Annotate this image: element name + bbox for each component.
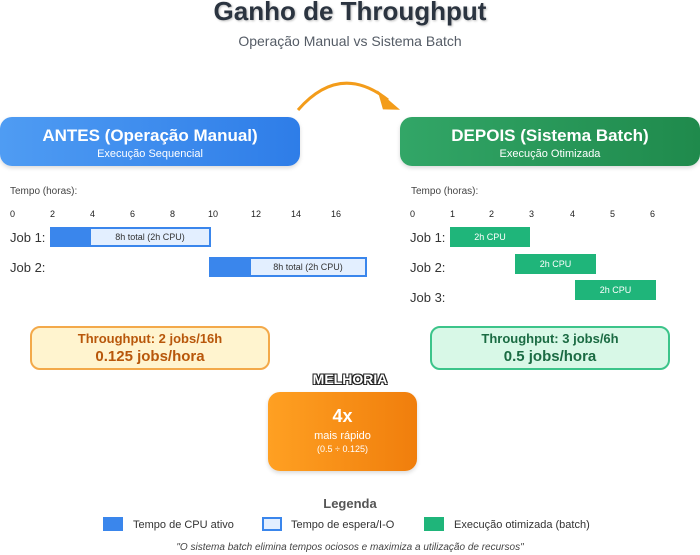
after-job2-bar: 2h CPU (515, 254, 596, 274)
after-tick: 1 (450, 209, 455, 219)
before-tick: 12 (251, 209, 261, 219)
before-tick: 16 (331, 209, 341, 219)
before-throughput-line2: 0.125 jobs/hora (32, 348, 268, 365)
after-throughput-box: Throughput: 3 jobs/6h 0.5 jobs/hora (430, 326, 670, 370)
before-job-label: Job 2: (10, 260, 45, 275)
after-job1-bar: 2h CPU (450, 227, 530, 247)
before-job-label: Job 1: (10, 230, 45, 245)
before-tick: 0 (10, 209, 15, 219)
before-tick: 10 (208, 209, 218, 219)
after-job-label: Job 2: (410, 260, 445, 275)
after-subtitle: Execução Otimizada (400, 148, 700, 160)
legend-cpu-label: Tempo de CPU ativo (133, 519, 234, 531)
legend-title: Legenda (0, 496, 700, 511)
after-title: DEPOIS (Sistema Batch) (400, 126, 700, 146)
after-tick: 6 (650, 209, 655, 219)
legend-batch-swatch (424, 517, 444, 531)
after-job3-bar: 2h CPU (575, 280, 656, 300)
before-throughput-line1: Throughput: 2 jobs/16h (32, 331, 268, 346)
footer-quote: "O sistema batch elimina tempos ociosos … (0, 542, 700, 553)
after-tick: 0 (410, 209, 415, 219)
before-job2-cpu-bar (209, 257, 250, 277)
before-title: ANTES (Operação Manual) (0, 126, 300, 146)
before-tick: 14 (291, 209, 301, 219)
before-tick: 4 (90, 209, 95, 219)
before-time-label: Tempo (horas): (10, 186, 77, 197)
improvement-box: 4x mais rápido (0.5 ÷ 0.125) (268, 392, 417, 471)
before-subtitle: Execução Sequencial (0, 148, 300, 160)
transition-arrow-icon (280, 70, 420, 125)
legend-cpu-swatch (103, 517, 123, 531)
legend-wait-label: Tempo de espera/I-O (291, 519, 394, 531)
after-tick: 5 (610, 209, 615, 219)
page-subtitle: Operação Manual vs Sistema Batch (0, 33, 700, 49)
after-throughput-line2: 0.5 jobs/hora (432, 348, 668, 365)
after-tick: 2 (489, 209, 494, 219)
before-tick: 8 (170, 209, 175, 219)
before-throughput-box: Throughput: 2 jobs/16h 0.125 jobs/hora (30, 326, 270, 370)
before-job1-wait-bar: 8h total (2h CPU) (89, 227, 211, 247)
legend-batch-label: Execução otimizada (batch) (454, 519, 590, 531)
before-job2-wait-bar: 8h total (2h CPU) (249, 257, 367, 277)
after-job-label: Job 1: (410, 230, 445, 245)
before-tick: 6 (130, 209, 135, 219)
improvement-label: MELHORIA (250, 371, 450, 387)
before-phase-header: ANTES (Operação Manual) Execução Sequenc… (0, 117, 300, 166)
after-time-label: Tempo (horas): (411, 186, 478, 197)
before-job1-cpu-bar (50, 227, 90, 247)
after-tick: 4 (570, 209, 575, 219)
legend-wait-swatch (262, 517, 282, 531)
improvement-value: 4x (268, 406, 417, 427)
after-phase-header: DEPOIS (Sistema Batch) Execução Otimizad… (400, 117, 700, 166)
improvement-text: mais rápido (268, 430, 417, 442)
page-title: Ganho de Throughput (0, 0, 700, 27)
after-tick: 3 (529, 209, 534, 219)
after-throughput-line1: Throughput: 3 jobs/6h (432, 331, 668, 346)
improvement-calc: (0.5 ÷ 0.125) (268, 444, 417, 454)
after-job-label: Job 3: (410, 290, 445, 305)
before-tick: 2 (50, 209, 55, 219)
